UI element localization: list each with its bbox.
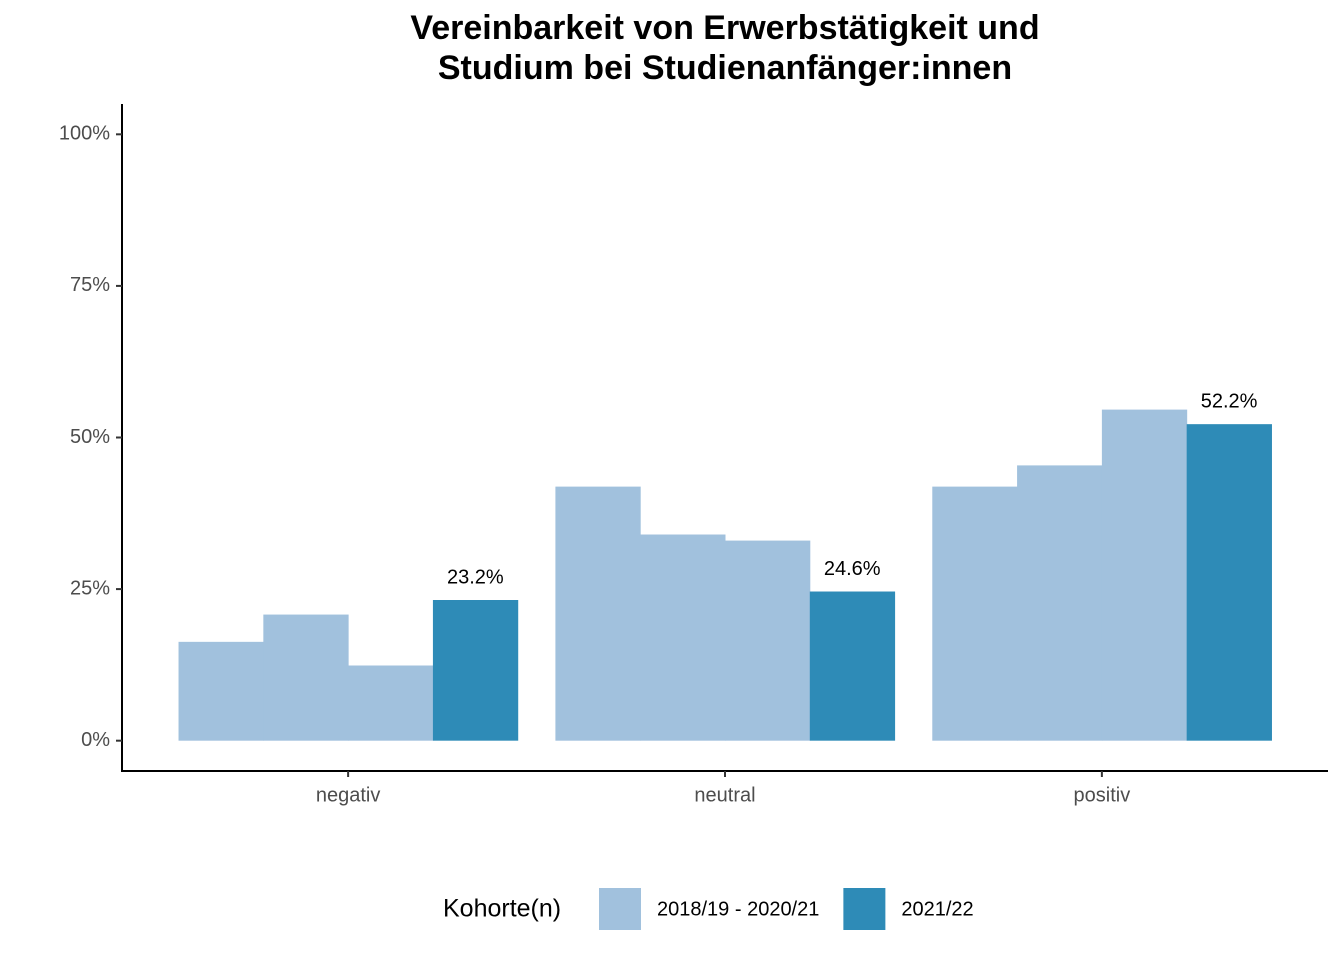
x-tick-label: negativ [316,784,381,806]
bar [640,534,726,741]
y-tick-label: 75% [70,274,110,296]
y-tick-label: 50% [70,426,110,448]
bar [725,540,811,741]
bar [809,591,896,741]
data-label: 52.2% [1201,390,1258,412]
legend-key [599,888,641,930]
bar [932,486,1018,741]
chart-title: Vereinbarkeit von Erwerbstätigkeit und [410,9,1039,47]
chart-title: Studium bei Studienanfänger:innen [438,49,1012,87]
data-label: 23.2% [447,566,504,588]
x-tick-label: positiv [1074,784,1131,806]
legend-key [843,888,886,930]
bar [1186,424,1272,741]
y-tick-label: 0% [81,729,110,751]
bar [263,614,349,741]
y-tick-label: 25% [70,577,110,599]
bar [178,641,264,741]
y-tick-label: 100% [59,123,110,145]
bar [555,486,641,741]
data-label: 24.6% [824,558,881,580]
bar [1017,465,1103,741]
bar [432,600,519,741]
bar [1101,409,1188,741]
bar [348,665,434,741]
legend-label: 2018/19 - 2020/21 [657,898,819,920]
legend-title: Kohorte(n) [443,895,561,923]
x-tick-label: neutral [694,784,755,806]
legend-label: 2021/22 [901,898,973,920]
